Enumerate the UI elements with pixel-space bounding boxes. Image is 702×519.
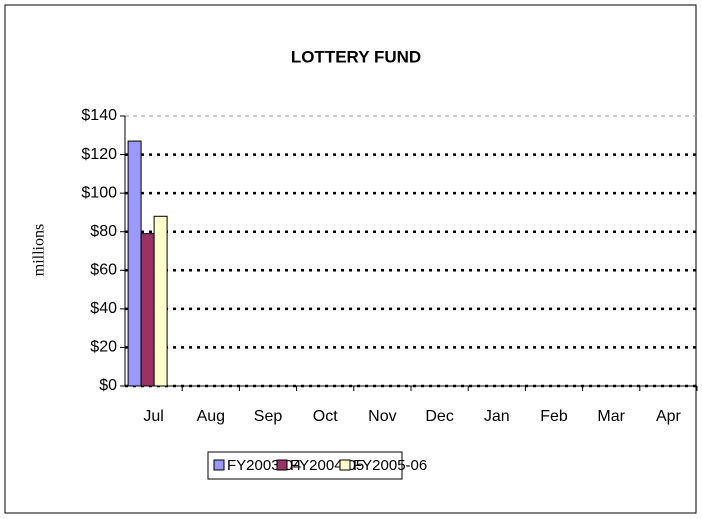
y-tick-label: $80 (90, 223, 117, 240)
y-tick-label: $0 (99, 377, 117, 394)
bar (153, 215, 168, 387)
x-tick-label: Nov (368, 408, 396, 425)
legend-box (207, 451, 403, 480)
x-tick-label: Aug (197, 408, 225, 425)
legend-swatch (213, 459, 225, 471)
legend-swatch (339, 459, 351, 471)
x-tick-label: Sep (254, 408, 283, 425)
y-axis-label: millions (31, 224, 48, 276)
x-tick-label: Oct (313, 408, 338, 425)
x-tick-label: Mar (597, 408, 625, 425)
y-tick-label: $100 (81, 184, 117, 201)
x-tick-label: Jan (484, 408, 510, 425)
x-tick-label: Feb (540, 408, 568, 425)
legend-swatch (276, 459, 288, 471)
y-tick-label: $140 (81, 107, 117, 124)
bar (140, 233, 155, 387)
chart-border (4, 4, 697, 514)
y-tick-label: $60 (90, 262, 117, 279)
x-tick-label: Jul (143, 408, 163, 425)
x-tick-label: Apr (656, 408, 682, 425)
bar (127, 140, 142, 387)
y-tick-label: $40 (90, 300, 117, 317)
legend-label: FY2005-06 (353, 457, 427, 474)
chart-title: LOTTERY FUND (291, 47, 421, 66)
y-tick-label: $120 (81, 146, 117, 163)
y-tick-label: $20 (90, 339, 117, 356)
x-tick-label: Dec (425, 408, 453, 425)
